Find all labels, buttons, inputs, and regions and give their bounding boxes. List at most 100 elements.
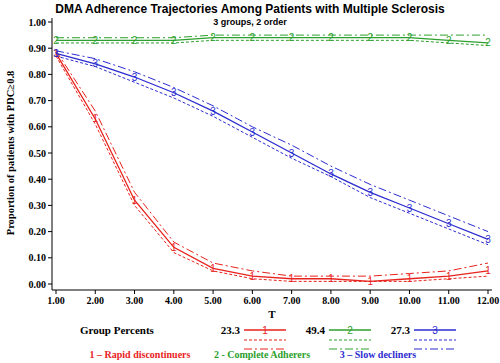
marker: 2 [289, 32, 295, 43]
x-tick-label: 1.00 [47, 295, 65, 306]
y-tick-label: 0.60 [29, 121, 47, 132]
y-tick-label: 1.00 [29, 17, 47, 28]
y-tick-label: 0.70 [29, 95, 47, 106]
y-tick [48, 231, 52, 232]
marker: 2 [446, 35, 452, 46]
marker: 3 [446, 218, 452, 229]
marker: 3 [132, 72, 138, 83]
y-tick-label: 0.50 [29, 148, 47, 159]
x-tick [370, 290, 371, 294]
y-tick [48, 22, 52, 23]
x-tick [291, 290, 292, 294]
marker: 3 [92, 58, 98, 69]
y-tick [48, 205, 52, 206]
marker: 2 [485, 37, 491, 48]
marker: 2 [132, 35, 138, 46]
series-line [56, 38, 488, 43]
marker: 1 [250, 271, 256, 282]
y-tick [48, 48, 52, 49]
y-axis-label: Proportion of patients with PDC≥0.8 [5, 71, 16, 236]
legend-line-lower [414, 340, 456, 341]
x-tick [134, 290, 135, 294]
x-tick [448, 290, 449, 294]
y-tick [48, 126, 52, 127]
x-tick [252, 290, 253, 294]
x-tick-label: 5.00 [204, 295, 222, 306]
legend-label: 27.3 [391, 324, 411, 336]
x-axis-label: T [268, 308, 276, 320]
x-tick [330, 290, 331, 294]
ci-lower [56, 56, 488, 281]
x-tick-label: 7.00 [283, 295, 301, 306]
marker: 3 [171, 87, 177, 98]
marker: 3 [289, 148, 295, 159]
x-tick-label: 6.00 [244, 295, 262, 306]
annotation: 1 – Rapid discontinuers [90, 349, 191, 360]
marker: 1 [289, 273, 295, 284]
marker: 2 [328, 32, 334, 43]
x-tick-label: 9.00 [361, 295, 379, 306]
x-tick-label: 2.00 [87, 295, 105, 306]
y-tick-label: 0.10 [29, 252, 47, 263]
x-tick [173, 290, 174, 294]
x-axis [52, 290, 492, 291]
ci-lower [56, 56, 488, 245]
legend-label: 23.3 [221, 324, 241, 336]
marker: 3 [250, 127, 256, 138]
marker: 1 [328, 273, 334, 284]
marker: 1 [132, 195, 138, 206]
y-tick-label: 0.30 [29, 200, 47, 211]
marker: 1 [367, 276, 373, 287]
x-tick-label: 3.00 [126, 295, 144, 306]
marker: 2 [367, 32, 373, 43]
x-tick-label: 4.00 [165, 295, 183, 306]
annotation: 2 - Complete Adherers [214, 349, 310, 360]
y-tick [48, 284, 52, 285]
legend-line-upper [414, 349, 456, 350]
y-tick [48, 153, 52, 154]
legend-line-lower [244, 340, 286, 341]
x-tick-label: 12.00 [477, 295, 500, 306]
marker: 2 [407, 32, 413, 43]
x-tick [56, 290, 57, 294]
marker: 1 [171, 242, 177, 253]
y-tick-label: 0.00 [29, 279, 47, 290]
marker: 3 [328, 168, 334, 179]
marker: 1 [407, 273, 413, 284]
y-tick [48, 179, 52, 180]
marker: 3 [407, 203, 413, 214]
legend-label: 49.4 [306, 324, 326, 336]
marker: 2 [171, 35, 177, 46]
x-tick [213, 290, 214, 294]
legend-marker: 3 [432, 325, 438, 336]
marker: 2 [53, 35, 59, 46]
y-tick-label: 0.80 [29, 69, 47, 80]
y-tick [48, 257, 52, 258]
marker: 3 [485, 234, 491, 245]
marker: 3 [210, 106, 216, 117]
chart: DMA Adherence Trajectories Among Patient… [0, 0, 500, 363]
marker: 2 [92, 35, 98, 46]
x-tick-label: 10.00 [398, 295, 421, 306]
marker: 1 [446, 271, 452, 282]
legend-marker: 1 [262, 325, 268, 336]
x-tick-label: 11.00 [438, 295, 460, 306]
marker: 1 [485, 265, 491, 276]
x-tick [95, 290, 96, 294]
title: DMA Adherence Trajectories Among Patient… [55, 2, 445, 16]
plot-area: 111111111111222222222222333333333333 [53, 32, 491, 287]
legend-line-lower [329, 340, 371, 341]
x-tick-label: 8.00 [322, 295, 340, 306]
x-tick [409, 290, 410, 294]
ci-upper [56, 51, 488, 232]
series-line [56, 53, 488, 281]
marker: 3 [53, 48, 59, 59]
y-tick [48, 74, 52, 75]
legend-title: Group Percents [80, 324, 155, 336]
marker: 2 [250, 32, 256, 43]
marker: 1 [92, 113, 98, 124]
y-tick-label: 0.90 [29, 43, 47, 54]
series-line [56, 53, 488, 239]
marker: 1 [210, 263, 216, 274]
legend-marker: 2 [347, 325, 353, 336]
